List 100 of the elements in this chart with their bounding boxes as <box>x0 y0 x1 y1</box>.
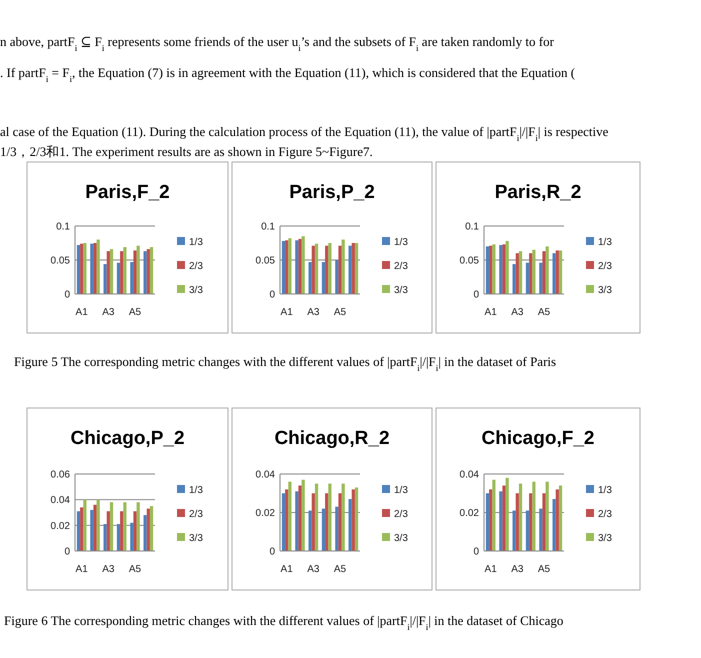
bar <box>282 493 286 551</box>
bar <box>499 245 502 294</box>
x-tick-label: A3 <box>102 564 115 575</box>
bar <box>150 506 154 551</box>
x-tick-label: A5 <box>538 564 551 575</box>
text: 1/3，2/3和1. The experiment results are as shown in Figure 5~Figure7. <box>0 144 373 159</box>
bar <box>76 511 80 551</box>
bar <box>552 253 556 294</box>
bar <box>93 504 97 551</box>
x-tick-label: A1 <box>280 307 294 318</box>
bar <box>512 264 516 294</box>
bar <box>282 240 286 294</box>
legend-label: 3/3 <box>394 285 408 296</box>
bar <box>302 480 305 551</box>
bar <box>338 493 342 551</box>
legend-label: 1/3 <box>189 485 204 496</box>
bar <box>285 489 288 551</box>
bar <box>302 236 305 294</box>
y-tick-label: 0.04 <box>256 470 276 480</box>
bar <box>110 249 114 294</box>
y-tick-label: 0 <box>473 290 480 300</box>
bar <box>499 491 502 551</box>
bar <box>486 493 490 551</box>
y-tick-label: 0.05 <box>256 256 276 266</box>
bar <box>546 246 549 294</box>
bar <box>298 486 302 551</box>
y-tick-label: 0.1 <box>261 222 276 232</box>
bar <box>123 502 126 551</box>
x-tick-label: A3 <box>511 564 524 575</box>
bar <box>502 486 506 551</box>
x-tick-label: A3 <box>102 307 115 318</box>
bar <box>492 480 496 551</box>
bar <box>146 508 150 551</box>
bar <box>529 253 532 294</box>
y-tick-label: 0 <box>269 290 276 300</box>
legend-label: 2/3 <box>598 509 612 520</box>
bar <box>106 511 110 551</box>
bar <box>539 262 542 294</box>
y-tick-label: 0.04 <box>460 470 480 480</box>
legend-label: 1/3 <box>394 485 408 496</box>
x-tick-label: A1 <box>484 564 498 575</box>
bar <box>130 262 134 294</box>
bar <box>308 510 312 551</box>
bar <box>116 262 120 294</box>
bar <box>83 243 86 294</box>
bar <box>90 510 94 551</box>
bar <box>352 243 355 294</box>
bar <box>328 243 332 294</box>
x-tick-label: A1 <box>76 564 88 575</box>
bar <box>314 244 318 294</box>
bar <box>308 262 312 294</box>
bar <box>295 491 298 551</box>
x-tick-label: A5 <box>334 564 347 575</box>
x-tick-label: A5 <box>538 307 551 318</box>
y-tick-label: 0.02 <box>256 508 276 519</box>
bar <box>526 510 530 551</box>
bar <box>110 502 114 551</box>
legend-label: 3/3 <box>598 533 612 544</box>
text: al case of the Equation (11). During the calculation process of the Equation (11), the value of |partF$_{i}$|/|F$_{i}$| is respective <box>0 124 609 143</box>
bar <box>133 250 137 294</box>
bar <box>558 486 562 551</box>
bar <box>130 522 134 551</box>
y-tick-label: 0 <box>269 546 276 558</box>
y-tick-label: 0.02 <box>460 508 480 519</box>
bar <box>552 499 556 551</box>
x-tick-label: A5 <box>128 307 142 318</box>
x-tick-label: A5 <box>334 307 347 318</box>
text: n above, partF$_{i}$ ⊆ F$_{i}$ represents some friends of the user u$_{i}$’s and the subsets of F$_{i}$ are taken randomly to for <box>0 34 554 53</box>
legend-label: 3/3 <box>394 533 408 544</box>
bar <box>532 250 536 294</box>
bar <box>335 260 338 294</box>
legend-label: 2/3 <box>394 509 408 520</box>
bar <box>542 251 546 294</box>
bar <box>532 482 536 551</box>
bar <box>516 493 519 551</box>
x-tick-label: A1 <box>280 564 294 575</box>
bar <box>328 484 332 551</box>
bar <box>80 507 84 551</box>
bar <box>288 238 292 294</box>
legend-label: 1/3 <box>394 237 408 248</box>
bar <box>322 508 326 551</box>
bar <box>529 493 532 551</box>
chart-title: Chicago,P_2 <box>70 428 185 449</box>
x-tick-label: A3 <box>307 564 320 575</box>
bar <box>80 244 84 294</box>
bar <box>150 247 154 294</box>
bar <box>120 511 124 551</box>
x-tick-label: A3 <box>511 307 524 318</box>
legend-label: 2/3 <box>189 261 204 272</box>
bar <box>146 249 150 294</box>
y-tick-label: 0.02 <box>50 520 70 532</box>
bar <box>486 246 490 294</box>
bar <box>325 246 328 294</box>
bar <box>133 511 137 551</box>
caption: Figure 6 The corresponding metric changes with the different values of |partF$_{i}$|/|F$_{i}$| in the dataset of Chicago <box>4 613 564 632</box>
bar <box>558 250 562 294</box>
bar <box>518 251 522 294</box>
y-tick-label: 0 <box>473 546 480 558</box>
x-tick-label: A5 <box>128 564 142 575</box>
y-tick-label: 0.05 <box>50 256 70 266</box>
